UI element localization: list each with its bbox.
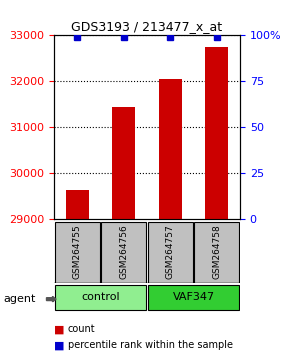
Text: GSM264755: GSM264755 (73, 224, 82, 279)
FancyBboxPatch shape (55, 285, 146, 310)
Bar (205, 47, 228, 354)
Text: ■: ■ (54, 324, 64, 334)
Title: GDS3193 / 213477_x_at: GDS3193 / 213477_x_at (71, 20, 223, 33)
FancyBboxPatch shape (194, 222, 239, 282)
Text: GSM264758: GSM264758 (212, 224, 221, 279)
Text: agent: agent (3, 294, 35, 304)
Text: percentile rank within the sample: percentile rank within the sample (68, 340, 232, 350)
FancyBboxPatch shape (101, 222, 146, 282)
FancyBboxPatch shape (148, 222, 193, 282)
Text: control: control (81, 292, 120, 302)
FancyBboxPatch shape (55, 222, 100, 282)
Text: GSM264757: GSM264757 (166, 224, 175, 279)
Text: VAF347: VAF347 (172, 292, 214, 302)
Bar (66, 190, 89, 354)
Bar (159, 79, 182, 354)
Text: count: count (68, 324, 95, 334)
FancyBboxPatch shape (148, 285, 239, 310)
Text: GSM264756: GSM264756 (119, 224, 128, 279)
Text: ■: ■ (54, 340, 64, 350)
Bar (112, 107, 135, 354)
